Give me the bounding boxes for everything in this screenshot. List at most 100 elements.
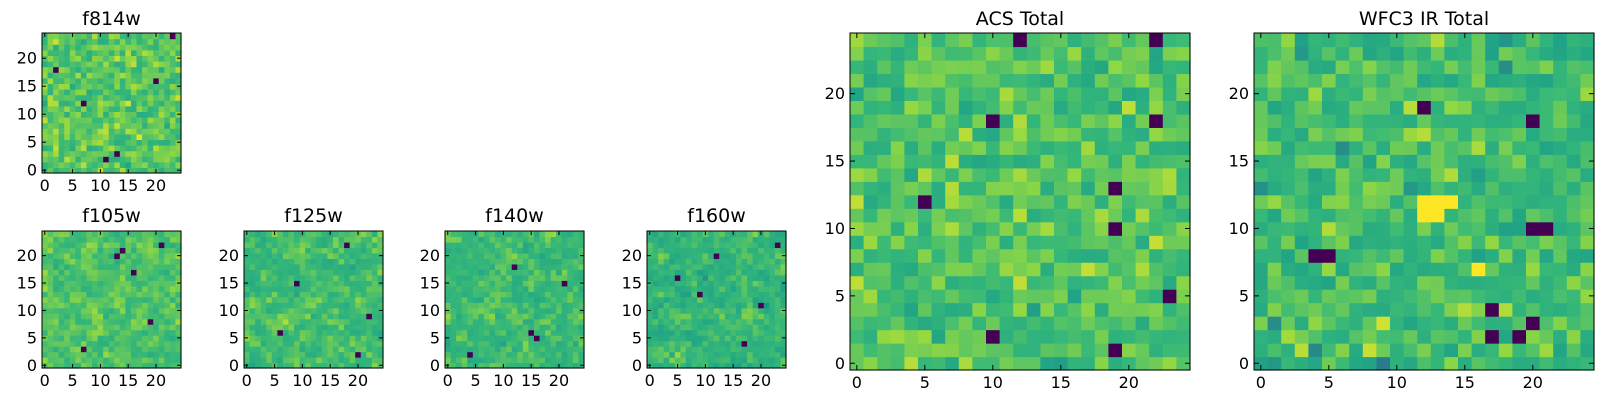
heatmap-cell xyxy=(1580,343,1595,358)
heatmap-cell xyxy=(572,280,580,287)
heatmap-cell xyxy=(75,111,82,118)
heatmap-cell xyxy=(697,313,704,320)
heatmap-cell xyxy=(69,117,76,124)
heatmap-cell xyxy=(1498,208,1513,223)
heatmap-cell xyxy=(1485,208,1500,223)
heatmap-cell xyxy=(774,296,782,303)
x-tick-label: 5 xyxy=(67,176,77,195)
heatmap-cell xyxy=(758,313,765,320)
heatmap-cell xyxy=(550,269,557,276)
heatmap-cell xyxy=(108,236,115,243)
heatmap-cell xyxy=(1135,46,1150,61)
heatmap-cell xyxy=(80,111,88,118)
heatmap-cell xyxy=(1135,127,1150,142)
heatmap-cell xyxy=(680,231,687,238)
heatmap-cell xyxy=(266,241,273,249)
heatmap-cell xyxy=(249,241,256,249)
heatmap-cell xyxy=(517,340,524,347)
heatmap-cell xyxy=(288,335,295,342)
heatmap-cell xyxy=(578,269,585,276)
heatmap-cell xyxy=(53,167,60,174)
heatmap-cell xyxy=(53,77,60,84)
heatmap-cell xyxy=(1376,329,1391,344)
heatmap-cell xyxy=(1512,329,1527,344)
heatmap-cell xyxy=(1485,113,1500,128)
heatmap-cell xyxy=(169,150,177,157)
heatmap-cell xyxy=(255,302,262,309)
heatmap-cell xyxy=(572,340,580,347)
heatmap-cell xyxy=(972,167,987,182)
heatmap-cell xyxy=(86,77,93,84)
heatmap-cell xyxy=(741,302,748,309)
heatmap-cell xyxy=(1054,33,1069,48)
heatmap-cell xyxy=(1485,343,1500,358)
heatmap-cell xyxy=(305,280,312,287)
heatmap-cell xyxy=(97,105,104,112)
heatmap-cell xyxy=(561,357,568,364)
heatmap-cell xyxy=(147,128,154,135)
heatmap-cell xyxy=(42,61,49,68)
heatmap-cell xyxy=(244,324,251,331)
heatmap-cell xyxy=(344,252,351,259)
heatmap-cell xyxy=(64,33,71,40)
heatmap-cell xyxy=(1308,316,1323,331)
heatmap-cell xyxy=(478,285,485,292)
heatmap-cell xyxy=(489,324,496,331)
heatmap-cell xyxy=(1294,100,1309,115)
heatmap-cell xyxy=(255,329,262,336)
heatmap-cell xyxy=(1322,46,1337,61)
heatmap-cell xyxy=(136,167,143,174)
heatmap-cell xyxy=(972,221,987,236)
heatmap-cell xyxy=(1390,343,1405,358)
heatmap-cell xyxy=(691,263,698,270)
heatmap-cell xyxy=(125,105,132,112)
heatmap-cell xyxy=(1067,248,1082,263)
heatmap-cell xyxy=(147,105,154,112)
heatmap-cell xyxy=(986,343,1001,358)
heatmap-cell xyxy=(1176,100,1191,115)
heatmap-cell xyxy=(86,150,93,157)
heatmap-cell xyxy=(1162,194,1177,209)
heatmap-cell xyxy=(1362,154,1377,169)
heatmap-cell xyxy=(69,302,76,309)
heatmap-cell xyxy=(1580,73,1595,88)
heatmap-cell xyxy=(1349,33,1364,48)
heatmap-cell xyxy=(371,362,379,369)
heatmap-cell xyxy=(69,133,76,140)
heatmap-cell xyxy=(75,231,82,238)
heatmap-cell xyxy=(1390,302,1405,317)
heatmap-cell xyxy=(478,258,485,265)
heatmap-cell xyxy=(904,316,919,331)
heatmap-cell xyxy=(945,154,960,169)
heatmap-cell xyxy=(517,296,524,303)
heatmap-cell xyxy=(103,133,110,140)
heatmap-cell xyxy=(69,128,76,135)
heatmap-cell xyxy=(169,252,177,259)
heatmap-cell xyxy=(958,221,973,236)
heatmap-cell xyxy=(1081,127,1096,142)
heatmap-cell xyxy=(69,111,76,118)
heatmap-cell xyxy=(344,263,351,270)
heatmap-cell xyxy=(103,61,110,68)
heatmap-cell xyxy=(931,167,946,182)
heatmap-cell xyxy=(713,351,720,358)
heatmap-cell xyxy=(674,324,681,331)
heatmap-cell xyxy=(517,313,524,320)
heatmap-cell xyxy=(282,252,290,259)
heatmap-cell xyxy=(169,89,177,96)
heatmap-cell xyxy=(1254,33,1269,48)
heatmap-cell xyxy=(80,156,88,163)
heatmap-cell xyxy=(299,346,306,353)
heatmap-cell xyxy=(1471,33,1486,48)
heatmap-cell xyxy=(685,263,693,270)
heatmap-cell xyxy=(80,296,88,303)
heatmap-cell xyxy=(75,105,82,112)
heatmap-cell xyxy=(1526,208,1541,223)
heatmap-cell xyxy=(999,356,1014,371)
heatmap-cell xyxy=(511,329,518,336)
heatmap-cell xyxy=(142,357,149,364)
heatmap-cell xyxy=(1566,113,1581,128)
heatmap-cell xyxy=(277,263,284,270)
heatmap-cell xyxy=(680,340,687,347)
heatmap-cell xyxy=(1176,329,1191,344)
